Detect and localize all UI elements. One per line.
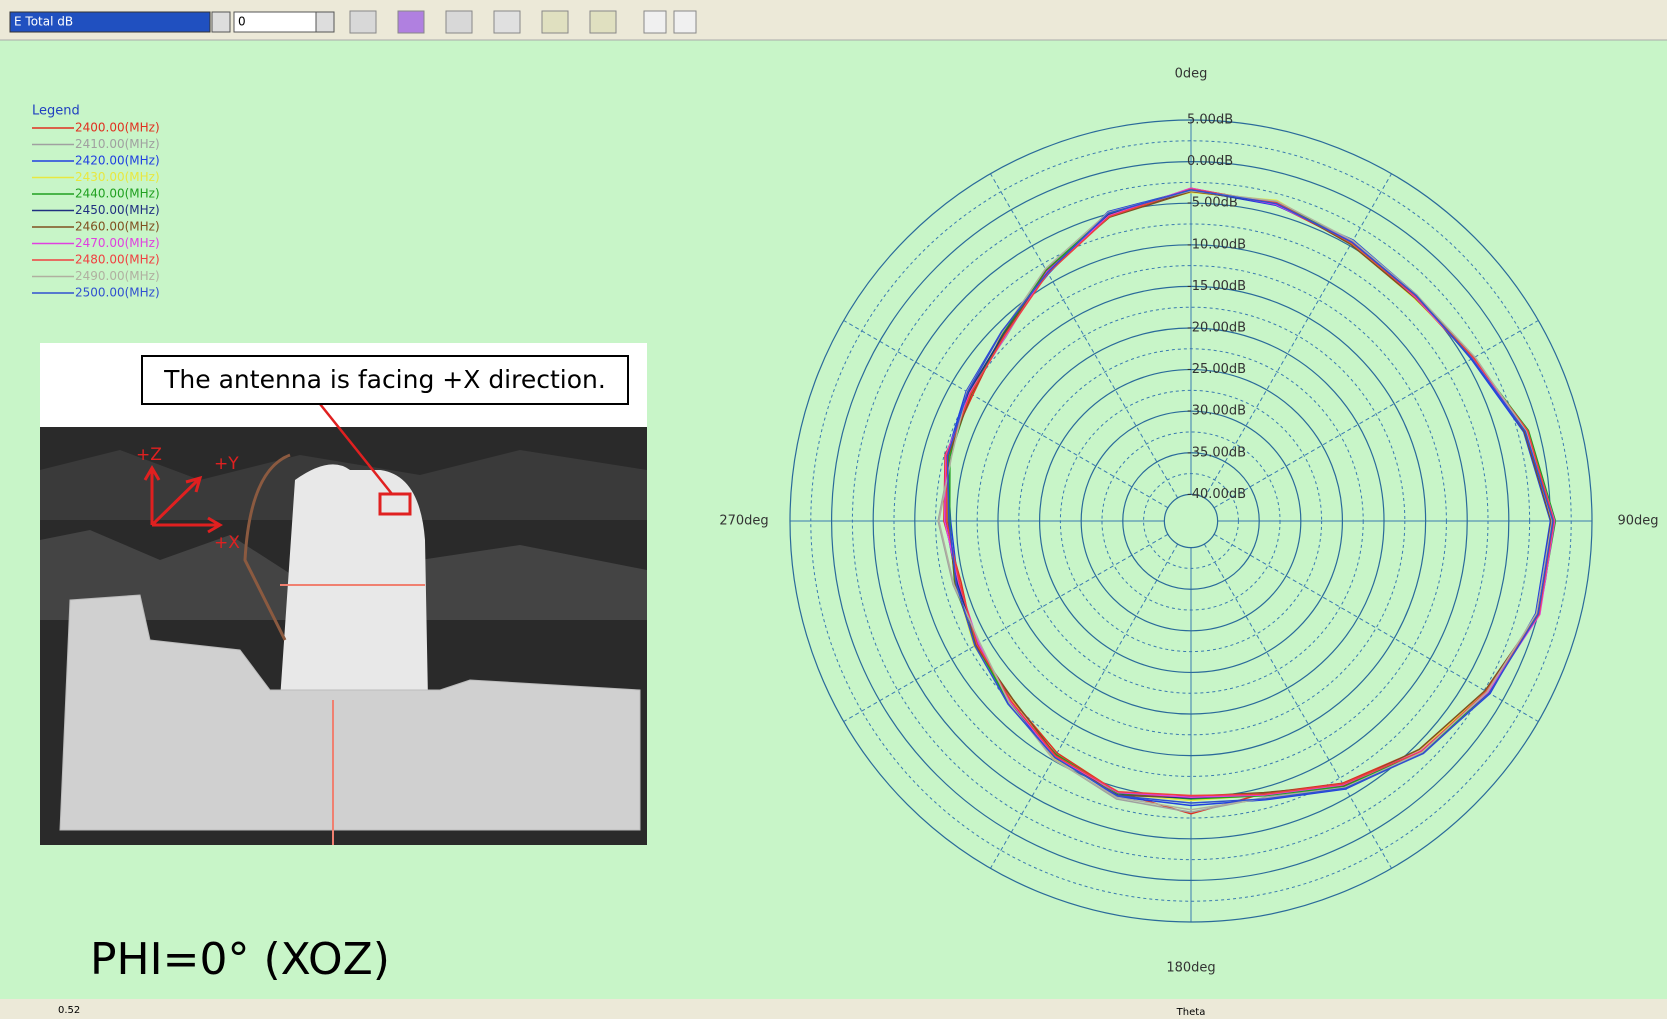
spoke: [843, 533, 1169, 722]
dropdown-arrow[interactable]: [211, 11, 231, 33]
antenna-marker: [378, 492, 412, 516]
r-tick-label: 5.00dB: [1187, 113, 1233, 128]
legend: 2400.00(MHz) 2410.00(MHz) 2420.00(MHz) 2430…: [32, 121, 160, 300]
tool-button[interactable]: [397, 10, 425, 34]
tool-button[interactable]: [673, 10, 697, 34]
photo: The antenna is facing +X direction. +Z +…: [40, 343, 647, 845]
r-tick-label: -5.00dB: [1187, 196, 1238, 211]
dropdown-value: 0: [238, 15, 246, 29]
tool-button[interactable]: [541, 10, 569, 34]
legend-label: 2400.00(MHz): [75, 121, 160, 135]
spoke: [990, 173, 1179, 499]
legend-label: 2420.00(MHz): [75, 154, 160, 168]
legend-label: 2410.00(MHz): [75, 137, 160, 151]
ring: [955, 285, 1427, 757]
spoke: [1203, 173, 1392, 499]
r-tick-label: -35.00dB: [1187, 445, 1246, 460]
legend-label: 2480.00(MHz): [75, 253, 160, 267]
pattern-line: [938, 189, 1553, 811]
r-tick-label: -20.00dB: [1187, 320, 1246, 335]
annotation-arrow: [311, 393, 393, 495]
spoke: [1203, 543, 1392, 869]
tool-button[interactable]: [589, 10, 617, 34]
legend-label: 2500.00(MHz): [75, 286, 160, 300]
pattern-line: [945, 189, 1552, 807]
legend-label: 2460.00(MHz): [75, 220, 160, 234]
pattern-line: [946, 189, 1554, 804]
axis-arrows: [143, 465, 223, 534]
ring: [1122, 452, 1260, 590]
pattern-line: [947, 190, 1552, 798]
axis-label: +Z: [136, 445, 162, 465]
r-tick-label: -15.00dB: [1187, 279, 1246, 294]
toolbar-buttons: [349, 10, 697, 34]
theta-tick-label: 90deg: [1617, 514, 1658, 529]
status-value: 0.52: [58, 1005, 80, 1016]
legend-label: 2430.00(MHz): [75, 170, 160, 184]
r-tick-label: -40.00dB: [1187, 487, 1246, 502]
ring: [789, 119, 1593, 923]
dropdown-arrow[interactable]: [315, 11, 335, 33]
theta-tick-label: 180deg: [1166, 961, 1215, 976]
antenna-fixture: [280, 464, 428, 700]
theta-tick-label: 270deg: [719, 514, 768, 529]
ring: [1163, 493, 1219, 549]
r-tick-label: -30.00dB: [1187, 404, 1246, 419]
r-tick-label: 0.00dB: [1187, 154, 1233, 169]
theta-tick-label: 0deg: [1175, 67, 1208, 82]
pattern-line: [943, 187, 1556, 798]
cable: [243, 453, 291, 641]
foam-block: [59, 594, 641, 831]
tool-button[interactable]: [349, 10, 377, 34]
caption: PHI=0° (XOZ): [90, 934, 390, 985]
spoke: [990, 543, 1179, 869]
legend-label: 2440.00(MHz): [75, 187, 160, 201]
r-tick-label: -10.00dB: [1187, 237, 1246, 252]
axis-label: +Y: [214, 454, 239, 474]
pattern-line: [945, 188, 1555, 797]
status-bar: [0, 999, 1667, 1019]
r-tick-label: -25.00dB: [1187, 362, 1246, 377]
axis-label: +X: [214, 533, 240, 553]
polar-plot: 5.00dB 0.00dB -5.00dB -10.00dB -15.00dB -20.0…: [719, 67, 1658, 976]
legend-label: 2490.00(MHz): [75, 269, 160, 283]
theta-label: Theta: [1176, 1007, 1206, 1018]
spoke: [1213, 533, 1539, 722]
ring: [872, 202, 1510, 840]
annotation-text: The antenna is facing +X direction.: [163, 365, 606, 394]
legend-title: Legend: [32, 104, 80, 119]
spoke: [1213, 320, 1539, 509]
tool-button[interactable]: [493, 10, 521, 34]
tool-button[interactable]: [643, 10, 667, 34]
annotation-box: [141, 355, 629, 405]
legend-label: 2450.00(MHz): [75, 203, 160, 217]
ring: [1080, 410, 1302, 632]
tool-button[interactable]: [445, 10, 473, 34]
field-value: E Total dB: [14, 15, 73, 29]
ring: [997, 327, 1385, 715]
legend-label: 2470.00(MHz): [75, 236, 160, 250]
field-dropdown[interactable]: [9, 11, 211, 33]
spoke: [843, 320, 1169, 509]
ring: [1038, 368, 1344, 674]
